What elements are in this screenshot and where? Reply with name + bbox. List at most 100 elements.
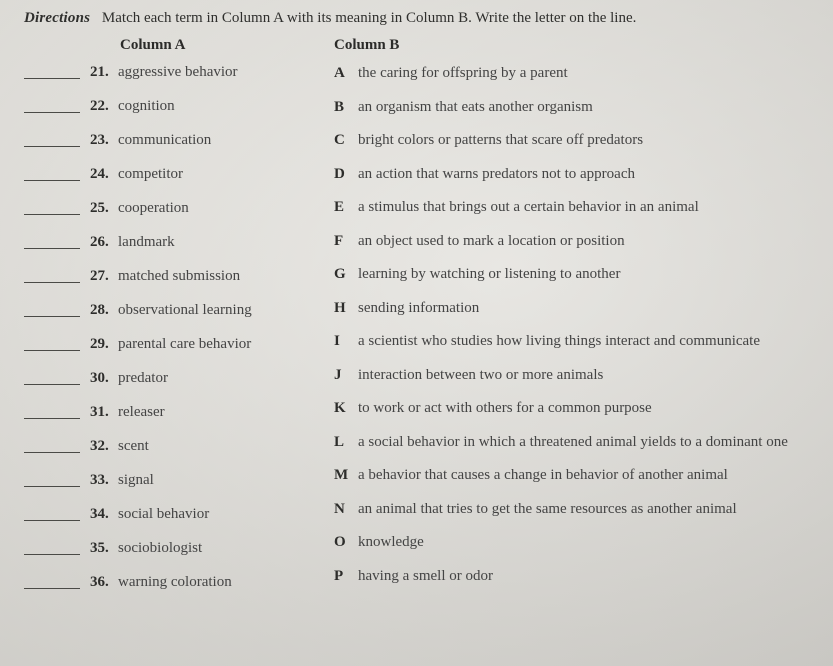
definition-text: sending information	[358, 299, 479, 319]
choice-letter: D	[334, 166, 358, 183]
list-item: O knowledge	[334, 533, 809, 553]
definition-text: learning by watching or listening to ano…	[358, 265, 620, 285]
choice-letter: K	[334, 400, 358, 417]
choice-letter: H	[334, 300, 358, 317]
list-item: 22. cognition	[24, 98, 334, 115]
choice-letter: G	[334, 266, 358, 283]
definition-text: an action that warns predators not to ap…	[358, 165, 635, 185]
item-number: 34.	[90, 506, 118, 523]
item-number: 36.	[90, 574, 118, 591]
choice-letter: P	[334, 568, 358, 585]
answer-blank[interactable]	[24, 236, 80, 249]
list-item: K to work or act with others for a commo…	[334, 399, 809, 419]
term-text: landmark	[118, 234, 175, 251]
list-item: F an object used to mark a location or p…	[334, 232, 809, 252]
list-item: H sending information	[334, 299, 809, 319]
list-item: D an action that warns predators not to …	[334, 165, 809, 185]
columns-wrapper: Column A 21. aggressive behavior 22. cog…	[24, 37, 809, 608]
term-text: scent	[118, 438, 149, 455]
definition-text: a behavior that causes a change in behav…	[358, 466, 728, 486]
term-text: predator	[118, 370, 168, 387]
list-item: L a social behavior in which a threatene…	[334, 433, 809, 453]
list-item: 23. communication	[24, 132, 334, 149]
answer-blank[interactable]	[24, 576, 80, 589]
definition-text: a stimulus that brings out a certain beh…	[358, 198, 699, 218]
list-item: N an animal that tries to get the same r…	[334, 500, 809, 520]
choice-letter: B	[334, 99, 358, 116]
item-number: 28.	[90, 302, 118, 319]
list-item: 28. observational learning	[24, 302, 334, 319]
answer-blank[interactable]	[24, 372, 80, 385]
answer-blank[interactable]	[24, 406, 80, 419]
item-number: 27.	[90, 268, 118, 285]
choice-letter: N	[334, 501, 358, 518]
list-item: 25. cooperation	[24, 200, 334, 217]
answer-blank[interactable]	[24, 542, 80, 555]
worksheet-page: Directions Match each term in Column A w…	[0, 0, 833, 666]
definition-text: to work or act with others for a common …	[358, 399, 652, 419]
definition-text: knowledge	[358, 533, 424, 553]
term-text: cooperation	[118, 200, 189, 217]
answer-blank[interactable]	[24, 440, 80, 453]
directions-text: Match each term in Column A with its mea…	[102, 10, 636, 26]
list-item: B an organism that eats another organism	[334, 98, 809, 118]
definition-text: the caring for offspring by a parent	[358, 64, 568, 84]
choice-letter: L	[334, 434, 358, 451]
list-item: 36. warning coloration	[24, 574, 334, 591]
list-item: 21. aggressive behavior	[24, 64, 334, 81]
list-item: 29. parental care behavior	[24, 336, 334, 353]
answer-blank[interactable]	[24, 134, 80, 147]
answer-blank[interactable]	[24, 270, 80, 283]
term-text: releaser	[118, 404, 165, 421]
list-item: J interaction between two or more animal…	[334, 366, 809, 386]
column-b: Column B A the caring for offspring by a…	[334, 37, 809, 608]
answer-blank[interactable]	[24, 66, 80, 79]
definition-text: bright colors or patterns that scare off…	[358, 131, 643, 151]
choice-letter: C	[334, 132, 358, 149]
definition-text: an animal that tries to get the same res…	[358, 500, 737, 520]
choice-letter: I	[334, 333, 358, 350]
directions-label: Directions	[24, 10, 90, 26]
list-item: 32. scent	[24, 438, 334, 455]
list-item: C bright colors or patterns that scare o…	[334, 131, 809, 151]
list-item: I a scientist who studies how living thi…	[334, 332, 809, 352]
item-number: 32.	[90, 438, 118, 455]
item-number: 33.	[90, 472, 118, 489]
definition-text: having a smell or odor	[358, 567, 493, 587]
term-text: sociobiologist	[118, 540, 202, 557]
answer-blank[interactable]	[24, 474, 80, 487]
term-text: aggressive behavior	[118, 64, 238, 81]
definition-text: a scientist who studies how living thing…	[358, 332, 760, 352]
term-text: parental care behavior	[118, 336, 251, 353]
item-number: 25.	[90, 200, 118, 217]
item-number: 30.	[90, 370, 118, 387]
answer-blank[interactable]	[24, 338, 80, 351]
term-text: competitor	[118, 166, 183, 183]
list-item: 26. landmark	[24, 234, 334, 251]
definition-text: interaction between two or more animals	[358, 366, 603, 386]
item-number: 22.	[90, 98, 118, 115]
term-text: matched submission	[118, 268, 240, 285]
answer-blank[interactable]	[24, 100, 80, 113]
column-b-heading: Column B	[334, 37, 809, 54]
answer-blank[interactable]	[24, 508, 80, 521]
list-item: E a stimulus that brings out a certain b…	[334, 198, 809, 218]
definition-text: an object used to mark a location or pos…	[358, 232, 625, 252]
term-text: cognition	[118, 98, 175, 115]
answer-blank[interactable]	[24, 202, 80, 215]
list-item: A the caring for offspring by a parent	[334, 64, 809, 84]
answer-blank[interactable]	[24, 304, 80, 317]
definition-text: an organism that eats another organism	[358, 98, 593, 118]
choice-letter: F	[334, 233, 358, 250]
item-number: 29.	[90, 336, 118, 353]
item-number: 21.	[90, 64, 118, 81]
item-number: 23.	[90, 132, 118, 149]
choice-letter: A	[334, 65, 358, 82]
list-item: 34. social behavior	[24, 506, 334, 523]
term-text: communication	[118, 132, 211, 149]
list-item: P having a smell or odor	[334, 567, 809, 587]
column-a: Column A 21. aggressive behavior 22. cog…	[24, 37, 334, 608]
item-number: 35.	[90, 540, 118, 557]
item-number: 26.	[90, 234, 118, 251]
answer-blank[interactable]	[24, 168, 80, 181]
